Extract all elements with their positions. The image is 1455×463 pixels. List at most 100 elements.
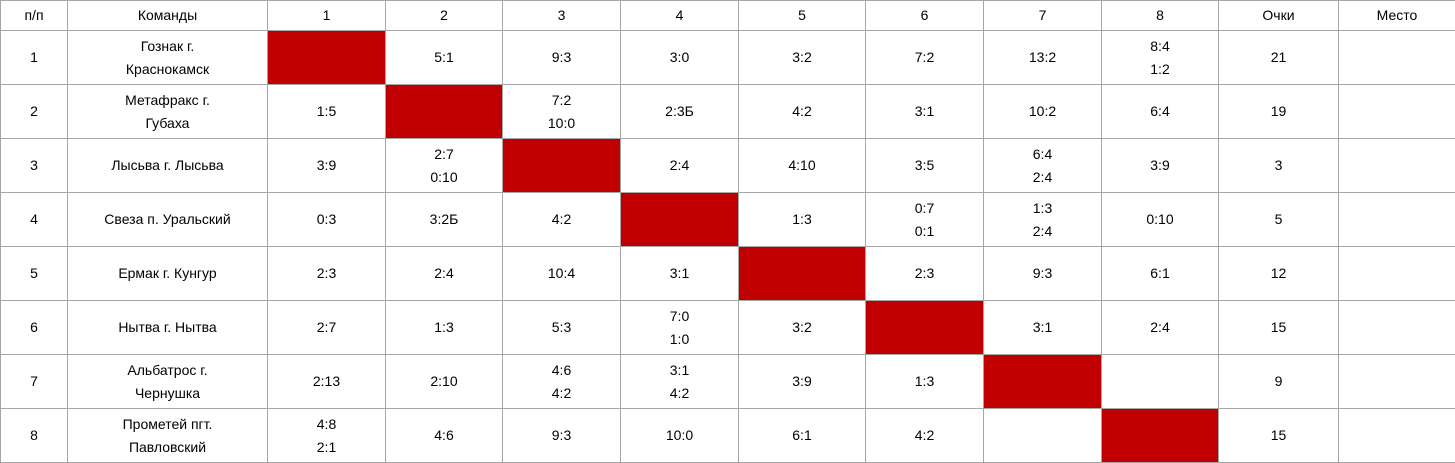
cell-line: 1:0 <box>621 328 738 351</box>
cell-line: Краснокамск <box>68 58 267 81</box>
header-cell: 6 <box>866 1 984 31</box>
cell-line: 10:0 <box>503 112 620 135</box>
result-cell: 4:2 <box>739 85 866 139</box>
team-name: Метафракс г.Губаха <box>68 85 268 139</box>
team-name: Нытва г. Нытва <box>68 301 268 355</box>
result-cell: 2:3 <box>268 247 386 301</box>
cell-line: Альбатрос г. <box>68 359 267 382</box>
header-cell: 1 <box>268 1 386 31</box>
result-cell: 2:3 <box>866 247 984 301</box>
result-cell: 2:13 <box>268 355 386 409</box>
result-cell: 3:9 <box>739 355 866 409</box>
result-cell: 4:10 <box>739 139 866 193</box>
result-cell <box>1102 355 1219 409</box>
header-cell: Команды <box>68 1 268 31</box>
row-number: 8 <box>1 409 68 463</box>
cell-line: 4:6 <box>503 359 620 382</box>
result-cell: 4:6 <box>386 409 503 463</box>
place <box>1339 355 1455 409</box>
cell-line: 0:10 <box>386 166 502 189</box>
place <box>1339 139 1455 193</box>
result-cell: 3:9 <box>268 139 386 193</box>
cell-line: 1:2 <box>1102 58 1218 81</box>
team-name: Прометей пгт.Павловский <box>68 409 268 463</box>
result-cell: 3:5 <box>866 139 984 193</box>
result-cell: 2:4 <box>1102 301 1219 355</box>
points: 3 <box>1219 139 1339 193</box>
points: 9 <box>1219 355 1339 409</box>
team-name: Лысьва г. Лысьва <box>68 139 268 193</box>
result-cell: 9:3 <box>503 409 621 463</box>
result-cell: 2:10 <box>386 355 503 409</box>
cell-line: Лысьва г. Лысьва <box>68 154 267 177</box>
result-cell: 7:2 <box>866 31 984 85</box>
row-number: 5 <box>1 247 68 301</box>
cell-line: Гознак г. <box>68 35 267 58</box>
result-cell: 3:2 <box>739 301 866 355</box>
team-name: Ермак г. Кунгур <box>68 247 268 301</box>
cell-line: 2:1 <box>268 436 385 459</box>
points: 15 <box>1219 409 1339 463</box>
header-cell: 5 <box>739 1 866 31</box>
cell-line: Прометей пгт. <box>68 413 267 436</box>
cell-line: 2:4 <box>984 166 1101 189</box>
result-cell: 3:2 <box>739 31 866 85</box>
team-name: Свеза п. Уральский <box>68 193 268 247</box>
diagonal-cell <box>984 355 1102 409</box>
cell-line: 2:4 <box>984 220 1101 243</box>
result-cell: 5:1 <box>386 31 503 85</box>
cell-line: Свеза п. Уральский <box>68 208 267 231</box>
result-cell: 9:3 <box>503 31 621 85</box>
place <box>1339 31 1455 85</box>
result-cell: 6:4 <box>1102 85 1219 139</box>
points: 19 <box>1219 85 1339 139</box>
team-name: Гознак г.Краснокамск <box>68 31 268 85</box>
result-cell: 2:4 <box>386 247 503 301</box>
row-number: 1 <box>1 31 68 85</box>
cell-line: 0:7 <box>866 197 983 220</box>
result-cell: 3:1 <box>866 85 984 139</box>
result-cell: 10:0 <box>621 409 739 463</box>
diagonal-cell <box>503 139 621 193</box>
points: 15 <box>1219 301 1339 355</box>
result-cell: 4:2 <box>866 409 984 463</box>
cell-line: Метафракс г. <box>68 89 267 112</box>
result-cell: 3:1 <box>621 247 739 301</box>
result-cell: 6:1 <box>739 409 866 463</box>
result-cell: 3:0 <box>621 31 739 85</box>
cell-line: 4:2 <box>503 382 620 405</box>
diagonal-cell <box>268 31 386 85</box>
cell-line: 0:1 <box>866 220 983 243</box>
header-cell: Место <box>1339 1 1455 31</box>
result-cell: 1:3 <box>866 355 984 409</box>
result-cell: 3:9 <box>1102 139 1219 193</box>
diagonal-cell <box>866 301 984 355</box>
result-cell: 3:2Б <box>386 193 503 247</box>
result-cell: 2:7 <box>268 301 386 355</box>
row-number: 3 <box>1 139 68 193</box>
diagonal-cell <box>621 193 739 247</box>
result-cell: 13:2 <box>984 31 1102 85</box>
result-cell: 10:4 <box>503 247 621 301</box>
cell-line: 1:3 <box>984 197 1101 220</box>
team-name: Альбатрос г.Чернушка <box>68 355 268 409</box>
diagonal-cell <box>739 247 866 301</box>
cell-line: Павловский <box>68 436 267 459</box>
result-cell <box>984 409 1102 463</box>
diagonal-cell <box>1102 409 1219 463</box>
row-number: 7 <box>1 355 68 409</box>
cell-line: 4:8 <box>268 413 385 436</box>
